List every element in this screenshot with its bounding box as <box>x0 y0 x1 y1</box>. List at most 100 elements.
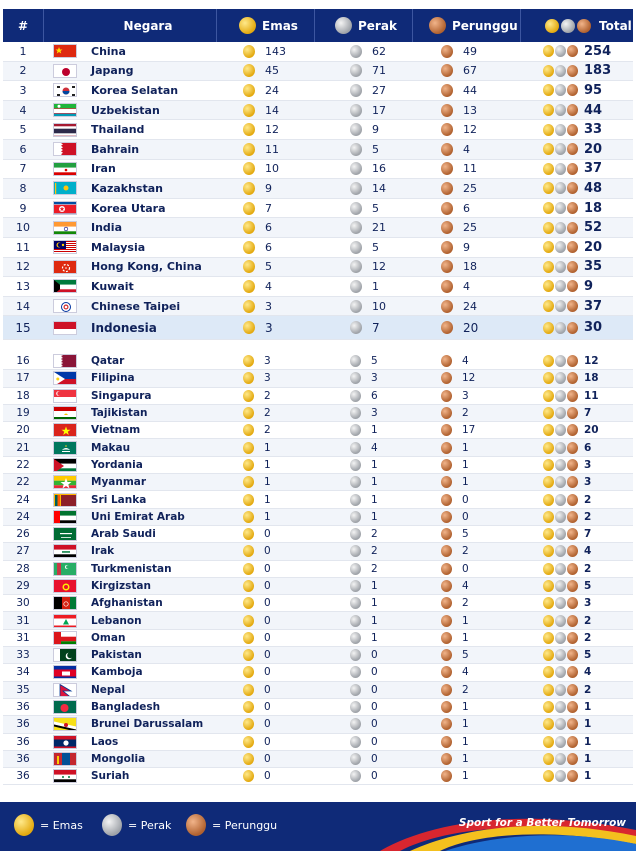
country-name: Hong Kong, China <box>91 260 202 274</box>
total-cell: 35 <box>525 259 633 274</box>
silver-count: 1 <box>371 458 378 471</box>
bronze-medal-icon <box>441 718 452 731</box>
silver-medal-icon <box>350 476 361 489</box>
header-gold-label: Emas <box>262 18 298 33</box>
bronze-medal-icon <box>441 458 452 471</box>
country-name: Sri Lanka <box>91 493 147 506</box>
silver-count: 6 <box>371 389 378 402</box>
gold-count: 9 <box>265 181 272 195</box>
bronze-count: 11 <box>463 162 477 176</box>
total-count: 4 <box>584 666 592 679</box>
silver-count: 7 <box>372 320 380 335</box>
country-name: Tajikistan <box>91 407 148 420</box>
total-cell: 2 <box>525 614 633 627</box>
total-count: 2 <box>584 562 592 575</box>
laos-flag-icon <box>53 734 77 749</box>
table-row: 17 Filipina 3 3 12 18 <box>3 370 633 388</box>
legend-gold: = Emas <box>14 814 83 836</box>
total-cell: 3 <box>525 458 633 471</box>
bronze-medal-icon <box>441 142 453 156</box>
gold-medal-icon <box>243 389 254 402</box>
bronze-medal-icon <box>567 752 578 765</box>
total-count: 3 <box>584 458 592 471</box>
bronze-medal-icon <box>441 649 452 662</box>
bronze-cell: 4 <box>417 580 525 592</box>
bronze-medal-icon <box>567 355 578 368</box>
bronze-medal-icon <box>567 321 578 334</box>
gold-medal-icon <box>243 201 255 215</box>
gold-medal-icon <box>543 372 554 385</box>
gold-medal-icon <box>543 528 554 541</box>
gold-medal-icon <box>543 202 554 215</box>
bronze-medal-icon <box>567 683 578 696</box>
silver-count: 0 <box>371 718 378 731</box>
bronze-medal-icon <box>441 64 453 78</box>
total-count: 30 <box>584 320 603 336</box>
bronze-medal-icon <box>577 18 591 33</box>
silver-medal-icon <box>555 123 566 136</box>
rank-cell: 26 <box>16 528 30 541</box>
bronze-count: 1 <box>462 614 469 627</box>
table-row: 15 Indonesia 3 7 20 30 <box>3 316 633 341</box>
silver-medal-icon <box>555 631 566 644</box>
total-count: 2 <box>584 510 592 523</box>
silver-medal-icon <box>555 752 566 765</box>
table-row: 18 Singapura 2 6 3 11 <box>3 388 633 405</box>
bronze-medal-icon <box>567 260 578 273</box>
header-bronze-label: Perunggu <box>452 18 518 33</box>
gold-medal-icon <box>243 493 254 506</box>
gold-cell: 10 <box>219 162 322 176</box>
rank-cell: 28 <box>16 562 30 575</box>
macau-flag-icon <box>53 440 77 455</box>
bronze-count: 1 <box>462 631 469 644</box>
silver-medal-icon <box>350 683 361 696</box>
table-row: 8 Kazakhstan 9 14 25 48 <box>3 179 633 199</box>
gold-medal-icon <box>243 666 254 679</box>
silver-cell: 3 <box>322 407 417 420</box>
total-cell: 18 <box>525 372 633 385</box>
gold-count: 0 <box>264 752 271 765</box>
rank-cell: 36 <box>16 770 30 783</box>
bronze-medal-icon <box>441 666 452 679</box>
silver-medal-icon <box>555 510 566 523</box>
table-row: 30 Afghanistan 0 1 2 3 <box>3 595 633 613</box>
country-name: Kirgizstan <box>91 580 151 592</box>
gold-medal-icon <box>543 221 554 234</box>
bronze-medal-icon <box>441 240 453 254</box>
silver-medal-icon <box>555 649 566 662</box>
silver-medal-icon <box>350 493 361 506</box>
silver-count: 5 <box>371 355 378 368</box>
country-name: Arab Saudi <box>91 528 156 541</box>
table-row: 13 Kuwait 4 1 4 9 <box>3 277 633 297</box>
total-count: 48 <box>584 180 603 196</box>
silver-cell: 1 <box>322 580 417 592</box>
total-cell: 2 <box>525 493 633 506</box>
gold-cell: 3 <box>219 355 322 368</box>
silver-count: 1 <box>371 510 378 523</box>
rank-cell: 2 <box>19 64 27 78</box>
total-count: 95 <box>584 82 603 98</box>
silver-cell: 16 <box>322 162 417 176</box>
bronze-medal-icon <box>441 528 452 541</box>
table-row: 14 Chinese Taipei 3 10 24 37 <box>3 296 633 317</box>
south-korea-flag-icon <box>53 83 77 98</box>
total-cell: 4 <box>525 545 633 558</box>
bronze-medal-icon <box>567 84 578 97</box>
gold-count: 0 <box>264 545 271 558</box>
bronze-cell: 24 <box>417 299 525 313</box>
gold-count: 6 <box>265 221 272 235</box>
silver-cell: 0 <box>322 666 417 679</box>
bronze-medal-icon <box>441 162 453 176</box>
table-row: 27 Irak 0 2 2 4 <box>3 543 633 561</box>
silver-medal-icon <box>555 355 566 368</box>
silver-medal-icon <box>350 83 362 97</box>
bronze-medal-icon <box>441 752 452 765</box>
silver-medal-icon <box>335 17 352 34</box>
rank-cell: 36 <box>16 718 30 731</box>
silver-cell: 0 <box>322 718 417 731</box>
silver-count: 1 <box>371 580 378 592</box>
silver-count: 0 <box>371 735 378 748</box>
header-divider <box>314 9 315 42</box>
gold-count: 3 <box>264 372 271 385</box>
bronze-count: 25 <box>463 221 477 235</box>
